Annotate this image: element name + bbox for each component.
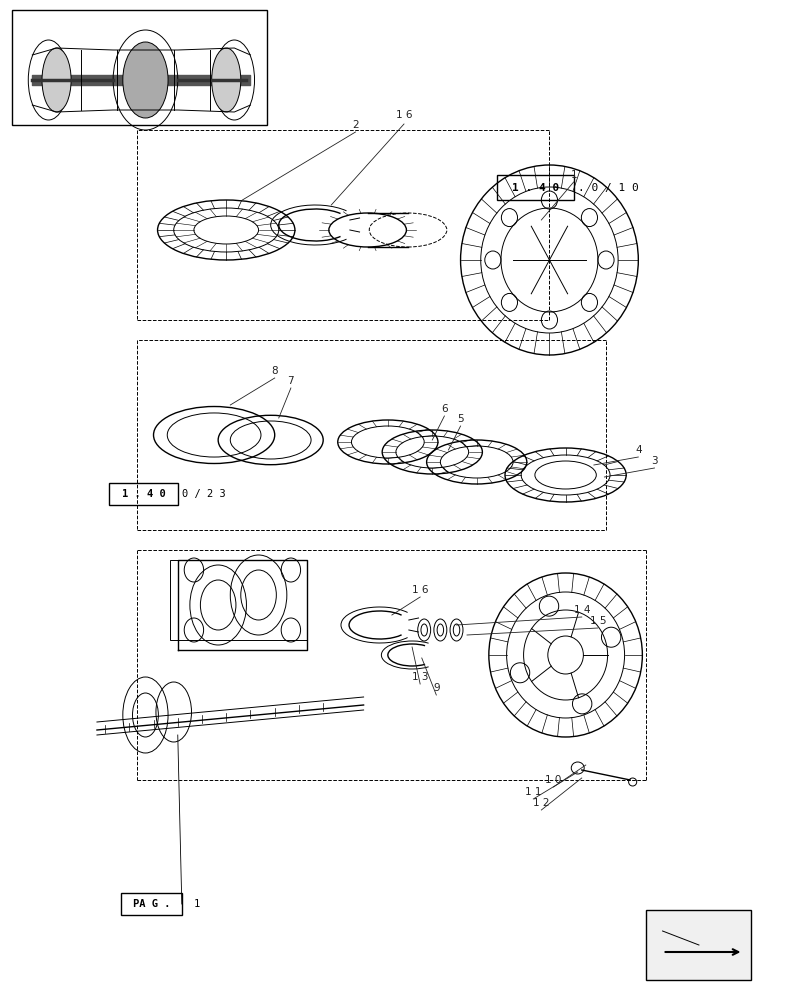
Text: 1 4: 1 4: [574, 605, 590, 615]
Bar: [121, 893, 182, 915]
Text: PA G .: PA G .: [133, 899, 170, 909]
Text: 1 3: 1 3: [412, 672, 428, 682]
Bar: [109, 483, 178, 505]
Text: 1 2: 1 2: [533, 798, 549, 808]
Ellipse shape: [123, 42, 168, 118]
Text: 1 0: 1 0: [545, 775, 562, 785]
Text: 1 5: 1 5: [590, 616, 606, 626]
Text: 9: 9: [433, 683, 440, 693]
Text: 1 6: 1 6: [412, 585, 428, 595]
Text: 6: 6: [441, 404, 448, 414]
Text: 5: 5: [457, 414, 464, 424]
Text: 0 / 2 3: 0 / 2 3: [182, 489, 225, 499]
Ellipse shape: [42, 48, 71, 112]
Bar: [497, 175, 574, 200]
Text: 1 6: 1 6: [396, 110, 412, 120]
Text: 3: 3: [651, 456, 658, 466]
Text: 1: 1: [570, 170, 577, 180]
Text: 2: 2: [352, 120, 359, 130]
Text: . 0 / 1 0: . 0 / 1 0: [578, 183, 638, 193]
Text: 8: 8: [271, 366, 278, 376]
Text: 1 . 4 0: 1 . 4 0: [122, 489, 166, 499]
Ellipse shape: [212, 48, 241, 112]
Text: 1 1: 1 1: [525, 787, 541, 797]
Bar: [646, 910, 751, 980]
Text: 1 . 4 0: 1 . 4 0: [512, 183, 559, 193]
Text: 7: 7: [288, 376, 294, 386]
Text: 1: 1: [194, 899, 200, 909]
Bar: [12, 10, 267, 125]
Text: 4: 4: [635, 445, 642, 455]
Bar: [170, 560, 307, 640]
